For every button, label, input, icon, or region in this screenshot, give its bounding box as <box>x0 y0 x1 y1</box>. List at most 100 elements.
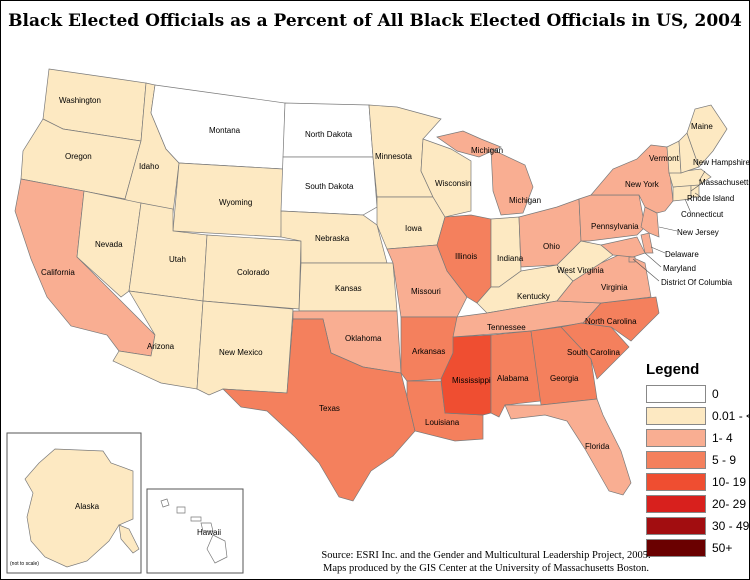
state-label-oklahoma: Oklahoma <box>345 334 382 343</box>
state-label-south-carolina: South Carolina <box>567 348 620 357</box>
state-iowa <box>376 196 446 250</box>
legend-label: 0.01 - <1 <box>712 409 749 423</box>
map-title: Black Elected Officials as a Percent of … <box>8 11 742 31</box>
state-label-hawaii: Hawaii <box>197 528 221 537</box>
legend-title: Legend <box>646 361 700 378</box>
legend-row: 5 - 9 <box>646 451 746 471</box>
state-alaska <box>24 448 134 568</box>
state-label-delaware: Delaware <box>665 250 699 259</box>
state-michigan <box>490 148 534 216</box>
state-label-missouri: Missouri <box>411 287 441 296</box>
state-label-tennessee: Tennessee <box>487 323 526 332</box>
state-label-georgia: Georgia <box>550 374 579 383</box>
legend-label: 1- 4 <box>712 431 733 445</box>
state-label-colorado: Colorado <box>237 268 270 277</box>
hawaii-inset: Hawaii <box>146 488 244 574</box>
legend-swatch <box>646 517 706 535</box>
legend-label: 10- 19 <box>712 475 747 489</box>
state-label-rhode-island: Rhode Island <box>687 194 734 203</box>
state-label-massachusetts: Massachusetts <box>699 178 749 187</box>
state-label-idaho: Idaho <box>139 162 160 171</box>
state-michigan_up <box>436 130 502 158</box>
alaska-panhandle <box>118 524 140 554</box>
state-south_dakota <box>280 156 378 216</box>
state-texas <box>222 318 416 502</box>
state-label-michigan-up: Michigan <box>471 146 503 155</box>
state-label-louisiana: Louisiana <box>425 418 460 427</box>
legend-swatch <box>646 385 706 403</box>
legend-swatch <box>646 495 706 513</box>
legend-swatch <box>646 539 706 557</box>
state-label-minnesota: Minnesota <box>375 152 412 161</box>
state-label-maine: Maine <box>691 122 713 131</box>
state-label-nebraska: Nebraska <box>315 234 350 243</box>
legend-row: 10- 19 <box>646 473 746 493</box>
state-label-north-dakota: North Dakota <box>305 130 353 139</box>
legend-label: 0 <box>712 387 719 401</box>
state-maine <box>686 104 728 168</box>
source-line-1: Source: ESRI Inc. and the Gender and Mul… <box>321 550 651 561</box>
legend-swatch <box>646 473 706 491</box>
state-label-illinois: Illinois <box>455 252 477 261</box>
legend-row: 20- 29 <box>646 495 746 515</box>
state-label-north-carolina: North Carolina <box>585 317 637 326</box>
hawaii-island-molokai <box>190 516 202 522</box>
legend-swatch <box>646 451 706 469</box>
legend-label: 20- 29 <box>712 497 747 511</box>
state-wisconsin <box>420 138 472 218</box>
hawaii-island-oahu <box>176 506 186 514</box>
state-label-alaska: Alaska <box>75 502 100 511</box>
legend-row: 1- 4 <box>646 429 746 449</box>
state-label-kentucky: Kentucky <box>517 292 550 301</box>
state-label-michigan: Michigan <box>509 196 541 205</box>
state-florida <box>504 398 632 496</box>
state-label-nevada: Nevada <box>95 240 123 249</box>
legend-swatch <box>646 407 706 425</box>
state-maryland <box>600 236 646 258</box>
state-label-new-york: New York <box>625 180 660 189</box>
state-label-pennsylvania: Pennsylvania <box>591 222 639 231</box>
state-pennsylvania <box>578 194 646 242</box>
state-label-wisconsin: Wisconsin <box>435 179 471 188</box>
state-dc <box>628 256 636 263</box>
state-georgia <box>530 326 598 406</box>
state-label-connecticut: Connecticut <box>681 210 724 219</box>
source-note: Source: ESRI Inc. and the Gender and Mul… <box>271 549 701 575</box>
state-label-south-dakota: South Dakota <box>305 182 354 191</box>
legend-swatch <box>646 429 706 447</box>
state-label-west-virginia: West Virginia <box>557 266 604 275</box>
state-label-new-jersey: New Jersey <box>677 228 719 237</box>
legend-row: 50+ <box>646 539 746 559</box>
state-label-virginia: Virginia <box>601 283 628 292</box>
state-label-wyoming: Wyoming <box>219 198 252 207</box>
state-label-iowa: Iowa <box>405 224 422 233</box>
state-label-texas: Texas <box>319 404 340 413</box>
state-delaware <box>640 232 654 254</box>
hawaii-island-big <box>206 534 228 564</box>
state-label-montana: Montana <box>209 126 241 135</box>
state-nevada <box>76 190 142 298</box>
state-label-florida: Florida <box>585 442 610 451</box>
state-label-alabama: Alabama <box>497 374 529 383</box>
state-label-arizona: Arizona <box>147 342 175 351</box>
state-label-kansas: Kansas <box>335 284 362 293</box>
state-label-ohio: Ohio <box>543 242 560 251</box>
legend-row: 30 - 49 <box>646 517 750 537</box>
state-label-mississippi: Mississippi <box>452 376 491 385</box>
state-label-oregon: Oregon <box>65 152 92 161</box>
leader-lines <box>632 170 706 282</box>
state-label-arkansas: Arkansas <box>412 347 445 356</box>
state-virginia <box>556 252 652 304</box>
inset-note: (not to scale) <box>10 561 39 567</box>
state-label-washington: Washington <box>59 96 101 105</box>
legend-label: 30 - 49 <box>712 519 750 533</box>
hawaii-island-kauai <box>160 498 170 508</box>
hawaii-island-maui <box>200 522 214 532</box>
legend-row: 0.01 - <1 <box>646 407 749 427</box>
state-label-vermont: Vermont <box>649 154 680 163</box>
state-label-new-hampshire: New Hampshire <box>693 158 749 167</box>
legend-label: 50+ <box>712 541 733 555</box>
state-labels: Washington Oregon California Idaho Nevad… <box>41 96 749 451</box>
